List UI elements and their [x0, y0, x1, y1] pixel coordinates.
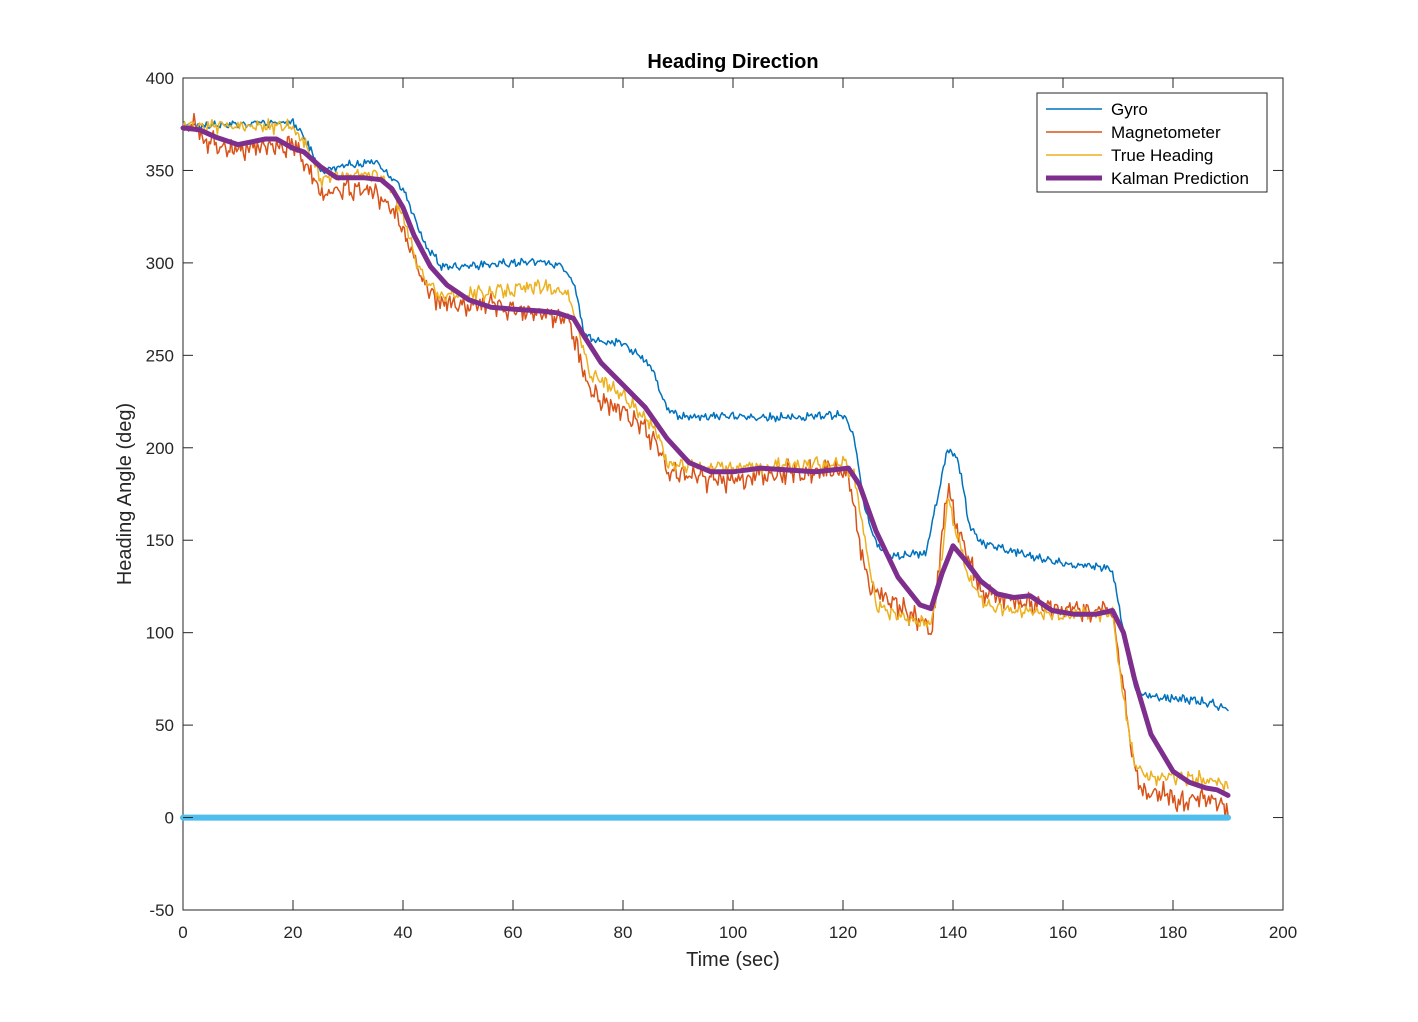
legend: Gyro Magnetometer True Heading Kalman Predi…	[1036, 92, 1268, 193]
y-tick-label-9: 400	[146, 69, 174, 88]
tick-layer: 0 20 40 60 80 100 120 140 160 180 200-500501001502…	[146, 69, 1298, 942]
x-tick-label-3: 60	[504, 923, 523, 942]
y-axis-label: Heading Angle (deg)	[114, 403, 136, 585]
y-tick-label-3: 100	[146, 624, 174, 643]
legend-label-1: Magnetometer	[1111, 123, 1221, 142]
legend-label-2: True Heading	[1111, 146, 1213, 165]
x-tick-label-8: 160	[1049, 923, 1077, 942]
x-axis-label: Time (sec)	[686, 949, 780, 971]
x-tick-label-7: 140	[939, 923, 967, 942]
y-tick-label-2: 50	[155, 716, 174, 735]
x-tick-label-4: 80	[614, 923, 633, 942]
chart-title: Heading Direction	[647, 51, 818, 73]
y-tick-label-5: 200	[146, 439, 174, 458]
y-tick-label-8: 350	[146, 161, 174, 180]
legend-label-3: Kalman Prediction	[1111, 169, 1249, 188]
x-tick-label-10: 200	[1269, 923, 1297, 942]
series-layer	[180, 112, 1231, 821]
y-tick-label-7: 300	[146, 254, 174, 273]
axes-box	[182, 77, 1284, 911]
series-line-0	[182, 118, 1229, 712]
x-tick-label-1: 20	[284, 923, 303, 942]
x-tick-label-0: 0	[178, 923, 187, 942]
series-line-3	[180, 125, 1231, 798]
x-tick-label-5: 100	[719, 923, 747, 942]
plot-area: 0 20 40 60 80 100 120 140 160 180 200-500501001502…	[146, 69, 1298, 942]
y-tick-label-6: 250	[146, 346, 174, 365]
y-tick-label-4: 150	[146, 531, 174, 550]
y-tick-label-0: -50	[149, 901, 174, 920]
x-tick-label-2: 40	[394, 923, 413, 942]
x-tick-label-9: 180	[1159, 923, 1187, 942]
y-tick-label-1: 0	[165, 809, 174, 828]
x-tick-label-6: 120	[829, 923, 857, 942]
legend-label-0: Gyro	[1111, 100, 1148, 119]
